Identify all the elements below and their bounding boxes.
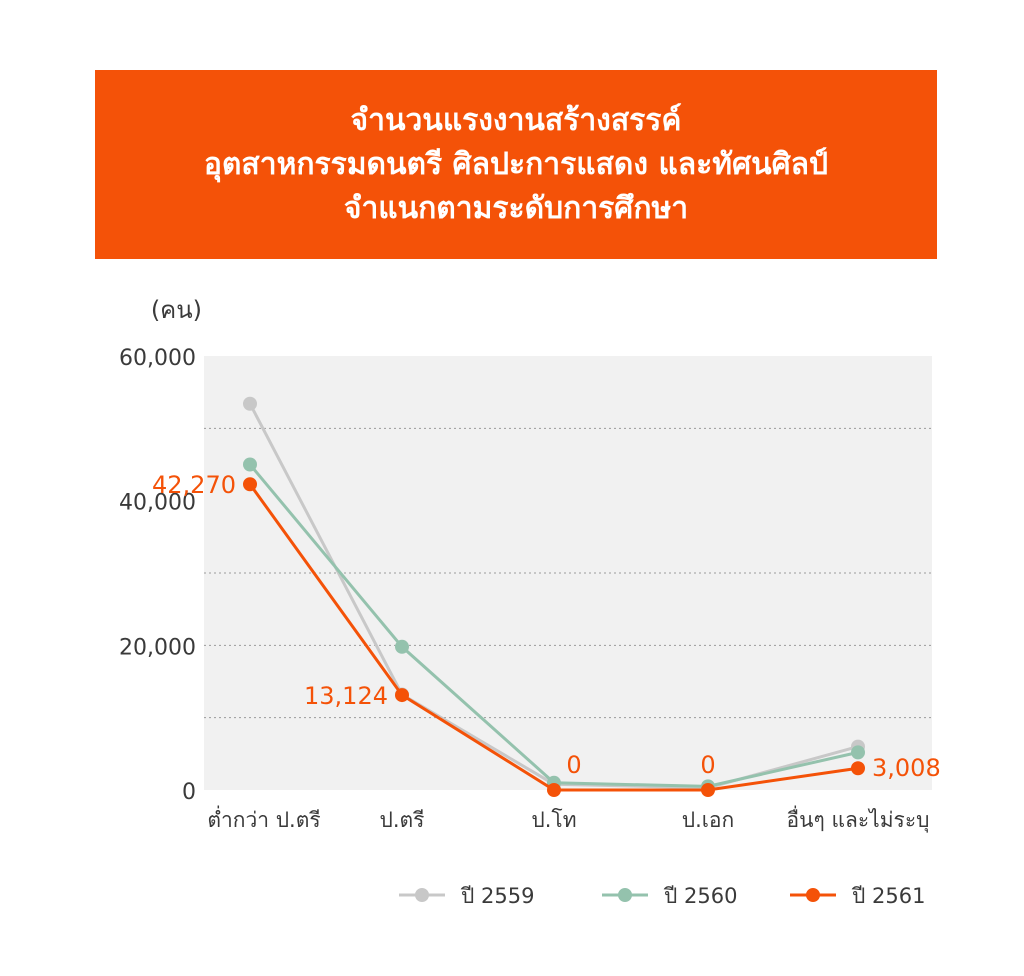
- data-point: [395, 639, 409, 654]
- y-axis-unit-label: (คน): [151, 296, 202, 324]
- y-tick-label: 60,000: [119, 346, 196, 371]
- data-label: 42,270: [152, 471, 236, 499]
- title-line-1: จำนวนแรงงานสร้างสรรค์: [350, 102, 682, 138]
- legend-label: ปี 2560: [663, 884, 737, 908]
- data-point: [851, 745, 865, 760]
- legend-marker: [415, 888, 429, 902]
- legend-item: ปี 2560: [602, 884, 737, 908]
- x-tick-label: ป.เอก: [682, 808, 735, 832]
- legend-label: ปี 2561: [851, 884, 925, 908]
- data-point: [701, 783, 715, 797]
- x-tick-label: ป.โท: [531, 808, 576, 832]
- legend-item: ปี 2561: [790, 884, 925, 908]
- legend: ปี 2559 ปี 2560 ปี 2561: [399, 884, 925, 908]
- legend-item: ปี 2559: [399, 884, 534, 908]
- x-tick-label: อื่นๆ และไม่ระบุ: [787, 805, 930, 833]
- x-tick-label: ต่ำกว่า ป.ตรี: [207, 805, 320, 832]
- x-tick-label: ป.ตรี: [380, 808, 425, 832]
- x-axis-ticks: ต่ำกว่า ป.ตรี ป.ตรี ป.โท ป.เอก อื่นๆ และไม่ร…: [207, 805, 929, 833]
- data-point: [243, 477, 257, 492]
- data-point: [395, 688, 409, 703]
- data-point: [547, 783, 561, 797]
- data-label: 0: [700, 751, 715, 779]
- data-labels: 42,270 13,124 0 0 3,008: [152, 471, 941, 782]
- data-label: 0: [566, 751, 581, 779]
- title-banner: จำนวนแรงงานสร้างสรรค์ อุตสาหกรรมดนตรี ศิ…: [95, 70, 937, 259]
- gridlines: [204, 427, 932, 719]
- legend-label: ปี 2559: [460, 884, 534, 908]
- data-point: [851, 761, 865, 776]
- y-tick-label: 40,000: [119, 491, 196, 516]
- legend-marker: [618, 888, 632, 902]
- title-line-2: อุตสาหกรรมดนตรี ศิลปะการแสดง และทัศนศิลป…: [203, 146, 829, 182]
- data-point: [243, 396, 257, 411]
- title-line-3: จำแนกตามระดับการศึกษา: [343, 190, 689, 226]
- y-axis-ticks: 0 20,000 40,000 60,000: [119, 346, 196, 805]
- y-tick-label: 0: [182, 780, 196, 805]
- y-tick-label: 20,000: [119, 635, 196, 660]
- data-label: 3,008: [872, 754, 941, 782]
- series-lines: [243, 396, 865, 797]
- legend-marker: [806, 888, 820, 902]
- data-point: [243, 457, 257, 472]
- data-label: 13,124: [304, 682, 388, 710]
